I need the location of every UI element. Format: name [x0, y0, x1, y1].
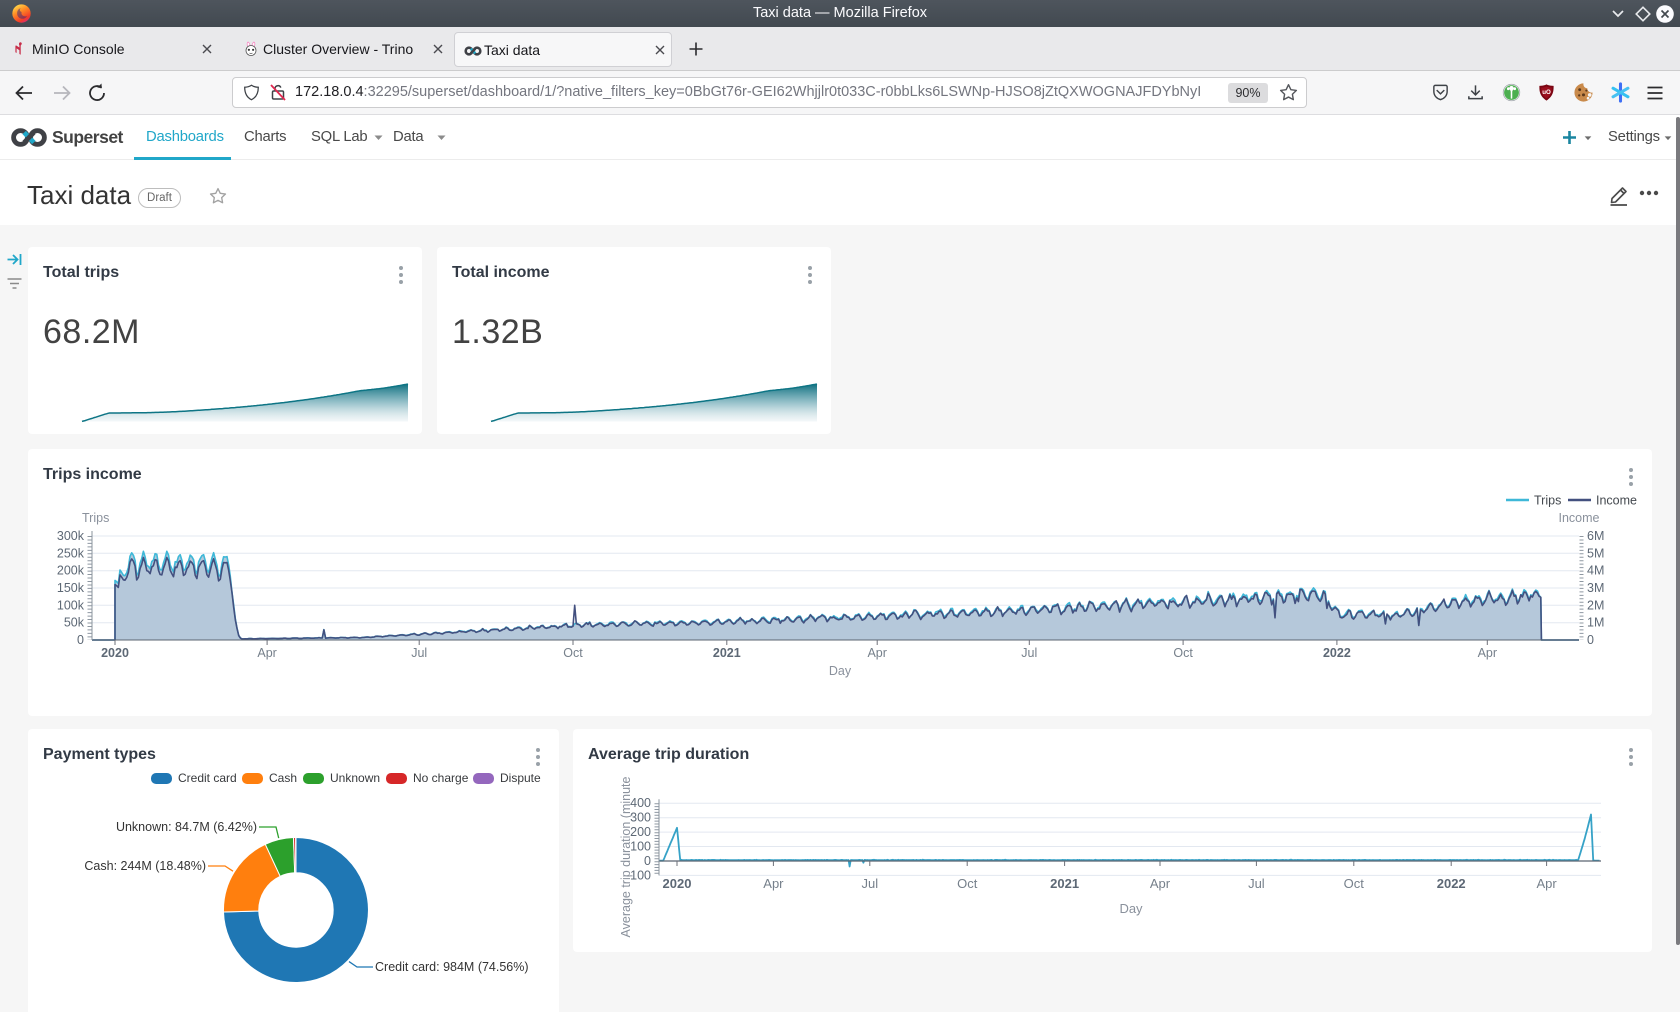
- svg-text:100k: 100k: [57, 598, 85, 612]
- svg-text:Oct: Oct: [1344, 876, 1365, 891]
- svg-text:Jul: Jul: [861, 876, 878, 891]
- svg-text:Cash: 244M (18.48%): Cash: 244M (18.48%): [84, 859, 206, 873]
- svg-text:Jul: Jul: [1021, 646, 1037, 660]
- svg-text:Trips: Trips: [1534, 494, 1561, 508]
- svg-text:Apr: Apr: [1536, 876, 1557, 891]
- svg-text:Apr: Apr: [1478, 646, 1497, 660]
- svg-text:Credit card: 984M (74.56%): Credit card: 984M (74.56%): [375, 960, 529, 974]
- svg-text:200k: 200k: [57, 564, 85, 578]
- svg-text:4M: 4M: [1587, 564, 1604, 578]
- svg-text:2020: 2020: [663, 876, 692, 891]
- svg-text:0: 0: [77, 633, 84, 647]
- svg-text:Oct: Oct: [1173, 646, 1193, 660]
- svg-text:Jul: Jul: [411, 646, 427, 660]
- svg-text:300k: 300k: [57, 529, 85, 543]
- svg-text:Apr: Apr: [867, 646, 886, 660]
- svg-text:Trips: Trips: [82, 511, 109, 525]
- svg-text:6M: 6M: [1587, 529, 1604, 543]
- svg-text:250k: 250k: [57, 546, 85, 560]
- svg-text:Income: Income: [1559, 511, 1600, 525]
- svg-text:2021: 2021: [713, 646, 741, 660]
- svg-text:-100: -100: [626, 868, 651, 882]
- svg-text:300: 300: [630, 811, 651, 825]
- svg-text:Day: Day: [1119, 901, 1143, 916]
- svg-text:Oct: Oct: [563, 646, 583, 660]
- svg-text:0: 0: [644, 854, 651, 868]
- svg-text:Oct: Oct: [957, 876, 978, 891]
- svg-text:400: 400: [630, 796, 651, 810]
- svg-text:5M: 5M: [1587, 546, 1604, 560]
- svg-text:Day: Day: [829, 664, 852, 678]
- svg-text:Apr: Apr: [763, 876, 784, 891]
- svg-text:200: 200: [630, 825, 651, 839]
- svg-text:150k: 150k: [57, 581, 85, 595]
- svg-text:2021: 2021: [1050, 876, 1079, 891]
- svg-text:Income: Income: [1596, 494, 1637, 508]
- svg-text:2022: 2022: [1437, 876, 1466, 891]
- svg-text:2022: 2022: [1323, 646, 1351, 660]
- svg-text:0: 0: [1587, 633, 1594, 647]
- svg-text:2020: 2020: [101, 646, 129, 660]
- svg-text:Apr: Apr: [1150, 876, 1171, 891]
- svg-text:3M: 3M: [1587, 581, 1604, 595]
- svg-text:Jul: Jul: [1248, 876, 1265, 891]
- svg-text:2M: 2M: [1587, 598, 1604, 612]
- svg-text:100: 100: [630, 840, 651, 854]
- svg-text:1M: 1M: [1587, 616, 1604, 630]
- svg-text:Apr: Apr: [257, 646, 276, 660]
- svg-text:Unknown: 84.7M (6.42%): Unknown: 84.7M (6.42%): [116, 820, 257, 834]
- svg-text:Average trip duration (minute: Average trip duration (minute: [619, 776, 633, 937]
- svg-text:50k: 50k: [64, 616, 85, 630]
- svg-text:uO: uO: [1542, 89, 1551, 96]
